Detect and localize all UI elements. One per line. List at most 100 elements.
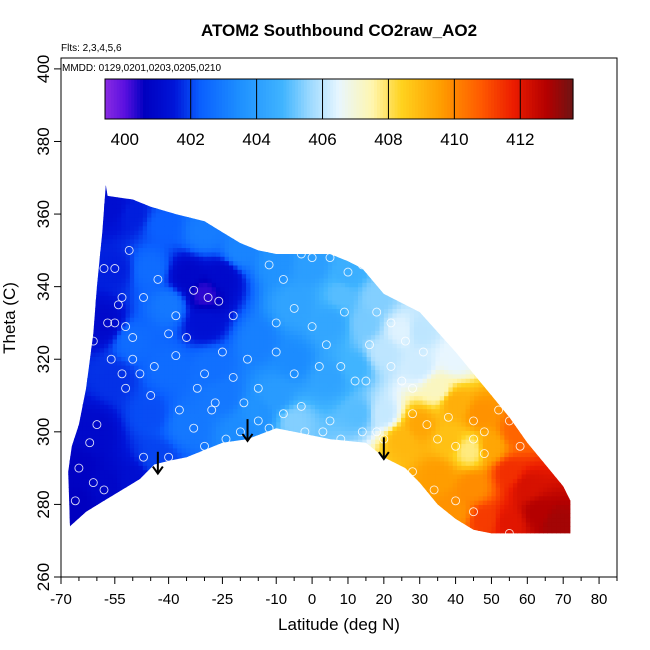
- field-cell: [95, 395, 101, 401]
- field-cell: [112, 486, 118, 492]
- field-cell: [254, 273, 260, 279]
- field-cell: [233, 513, 239, 519]
- field-cell: [129, 190, 135, 196]
- field-cell: [147, 277, 152, 283]
- field-cell: [108, 334, 114, 340]
- field-cell: [116, 430, 122, 436]
- field-cell: [284, 482, 290, 488]
- field-cell: [121, 426, 127, 431]
- field-cell: [134, 404, 140, 410]
- field-cell: [61, 369, 66, 374]
- field-cell: [61, 513, 66, 518]
- field-cell: [86, 482, 92, 488]
- field-cell: [69, 299, 75, 305]
- field-cell: [69, 517, 75, 523]
- field-cell: [172, 456, 178, 462]
- field-cell: [151, 412, 157, 418]
- field-cell: [73, 382, 79, 388]
- field-cell: [121, 277, 127, 283]
- field-cell: [241, 460, 247, 466]
- field-cell: [241, 517, 247, 523]
- field-cell: [169, 535, 174, 540]
- field-cell: [129, 426, 135, 431]
- field-cell: [190, 186, 196, 192]
- field-cell: [220, 286, 226, 292]
- field-cell: [160, 321, 165, 327]
- field-cell: [293, 203, 299, 209]
- field-cell: [254, 391, 260, 397]
- field-cell: [185, 373, 191, 379]
- field-cell: [73, 212, 79, 218]
- field-cell: [289, 452, 295, 458]
- field-cell: [228, 469, 234, 475]
- field-cell: [207, 430, 213, 436]
- field-cell: [181, 325, 187, 331]
- field-cell: [61, 426, 66, 431]
- field-cell: [78, 539, 83, 544]
- field-cell: [289, 495, 295, 501]
- field-cell: [198, 500, 204, 506]
- field-cell: [155, 308, 161, 314]
- field-cell: [91, 391, 97, 397]
- field-cell: [177, 369, 183, 375]
- field-cell: [68, 299, 71, 305]
- field-cell: [104, 369, 109, 375]
- field-cell: [233, 478, 239, 484]
- field-cell: [194, 238, 200, 244]
- field-cell: [104, 395, 109, 401]
- field-cell: [185, 452, 191, 458]
- field-cell: [168, 343, 174, 349]
- field-cell: [116, 308, 122, 314]
- field-cell: [302, 347, 307, 353]
- field-cell: [113, 535, 118, 540]
- field-cell: [203, 544, 208, 549]
- field-cell: [237, 269, 243, 275]
- field-cell: [250, 351, 256, 357]
- field-cell: [134, 304, 140, 310]
- field-cell: [112, 269, 118, 275]
- field-cell: [297, 460, 303, 466]
- field-cell: [155, 443, 161, 449]
- field-cell: [280, 251, 286, 257]
- field-cell: [129, 185, 135, 188]
- field-cell: [138, 212, 144, 218]
- field-cell: [125, 482, 131, 488]
- field-cell: [99, 482, 105, 488]
- field-cell: [160, 460, 165, 466]
- field-cell: [181, 351, 187, 357]
- field-cell: [134, 330, 140, 336]
- field-cell: [65, 173, 70, 178]
- field-cell: [78, 408, 84, 414]
- field-cell: [168, 351, 174, 357]
- field-cell: [297, 521, 303, 527]
- field-cell: [250, 408, 256, 414]
- field-cell: [302, 185, 307, 188]
- field-cell: [246, 234, 251, 240]
- field-cell: [237, 421, 243, 427]
- field-cell: [298, 539, 303, 544]
- field-cell: [116, 234, 122, 240]
- field-cell: [172, 234, 178, 240]
- field-cell: [220, 243, 226, 249]
- field-cell: [190, 369, 196, 375]
- field-cell: [108, 338, 114, 344]
- field-cell: [284, 504, 290, 510]
- field-cell: [181, 500, 187, 506]
- field-cell: [82, 317, 88, 323]
- field-cell: [280, 269, 286, 275]
- field-cell: [293, 473, 299, 479]
- field-cell: [91, 308, 97, 314]
- field-cell: [164, 535, 169, 540]
- field-cell: [86, 386, 92, 392]
- field-cell: [233, 530, 239, 534]
- field-cell: [203, 243, 208, 249]
- field-cell: [172, 347, 178, 353]
- field-cell: [254, 404, 260, 410]
- field-cell: [177, 526, 183, 532]
- field-cell: [86, 530, 92, 534]
- field-cell: [112, 456, 118, 462]
- field-cell: [134, 286, 140, 292]
- field-cell: [108, 378, 114, 384]
- field-cell: [116, 256, 122, 262]
- field-cell: [220, 521, 226, 527]
